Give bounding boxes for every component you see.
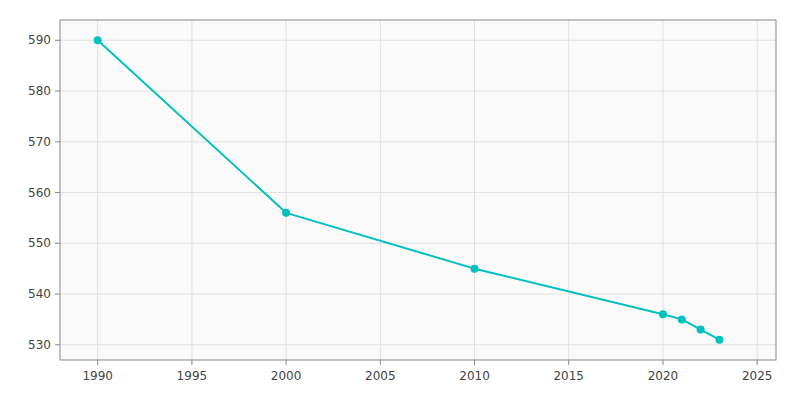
x-tick-label: 2005: [365, 369, 396, 383]
x-tick: [380, 360, 381, 365]
y-tick: [55, 344, 60, 345]
y-tick-label: 570: [28, 135, 51, 149]
y-grid-line: [60, 192, 776, 193]
y-grid-line: [60, 294, 776, 295]
series: [94, 36, 724, 343]
grid: [60, 20, 776, 360]
marker: [697, 326, 705, 334]
x-grid-line: [191, 20, 192, 360]
y-grid-line: [60, 91, 776, 92]
x-tick: [97, 360, 98, 365]
line: [98, 40, 720, 339]
x-grid-line: [97, 20, 98, 360]
x-tick-label: 1990: [82, 369, 113, 383]
y-grid-line: [60, 344, 776, 345]
x-grid-line: [568, 20, 569, 360]
plot-frame: [60, 20, 776, 360]
y-grid-line: [60, 243, 776, 244]
x-tick-label: 2025: [742, 369, 773, 383]
x-tick: [286, 360, 287, 365]
y-tick-label: 540: [28, 287, 51, 301]
marker: [659, 310, 667, 318]
x-grid-line: [380, 20, 381, 360]
x-tick-label: 2015: [553, 369, 584, 383]
x-grid-line: [286, 20, 287, 360]
y-tick-label: 550: [28, 236, 51, 250]
y-tick-label: 590: [28, 33, 51, 47]
x-tick: [474, 360, 475, 365]
y-tick: [55, 294, 60, 295]
x-tick: [568, 360, 569, 365]
marker: [282, 209, 290, 217]
axes: 1990 1995 2000 2005 2010 2015 2020 2025 530 540 55…: [28, 33, 772, 383]
x-tick: [662, 360, 663, 365]
y-grid-line: [60, 141, 776, 142]
marker: [94, 36, 102, 44]
x-grid-line: [662, 20, 663, 360]
chart-container: 1990 1995 2000 2005 2010 2015 2020 2025 530 540 55…: [0, 0, 800, 400]
y-grid-line: [60, 40, 776, 41]
x-tick-label: 1995: [177, 369, 208, 383]
x-tick-label: 2010: [459, 369, 490, 383]
x-tick-label: 2000: [271, 369, 302, 383]
x-grid-line: [757, 20, 758, 360]
x-tick: [191, 360, 192, 365]
x-tick: [757, 360, 758, 365]
y-tick: [55, 243, 60, 244]
x-tick-label: 2020: [648, 369, 679, 383]
y-tick: [55, 141, 60, 142]
marker: [471, 265, 479, 273]
plot-background: [60, 20, 776, 360]
marker: [678, 315, 686, 323]
marker: [715, 336, 723, 344]
y-tick: [55, 40, 60, 41]
y-tick-label: 580: [28, 84, 51, 98]
y-tick-label: 530: [28, 338, 51, 352]
y-tick-label: 560: [28, 186, 51, 200]
y-tick: [55, 192, 60, 193]
x-grid-line: [474, 20, 475, 360]
chart-svg: 1990 1995 2000 2005 2010 2015 2020 2025 530 540 55…: [0, 0, 800, 400]
y-tick: [55, 91, 60, 92]
